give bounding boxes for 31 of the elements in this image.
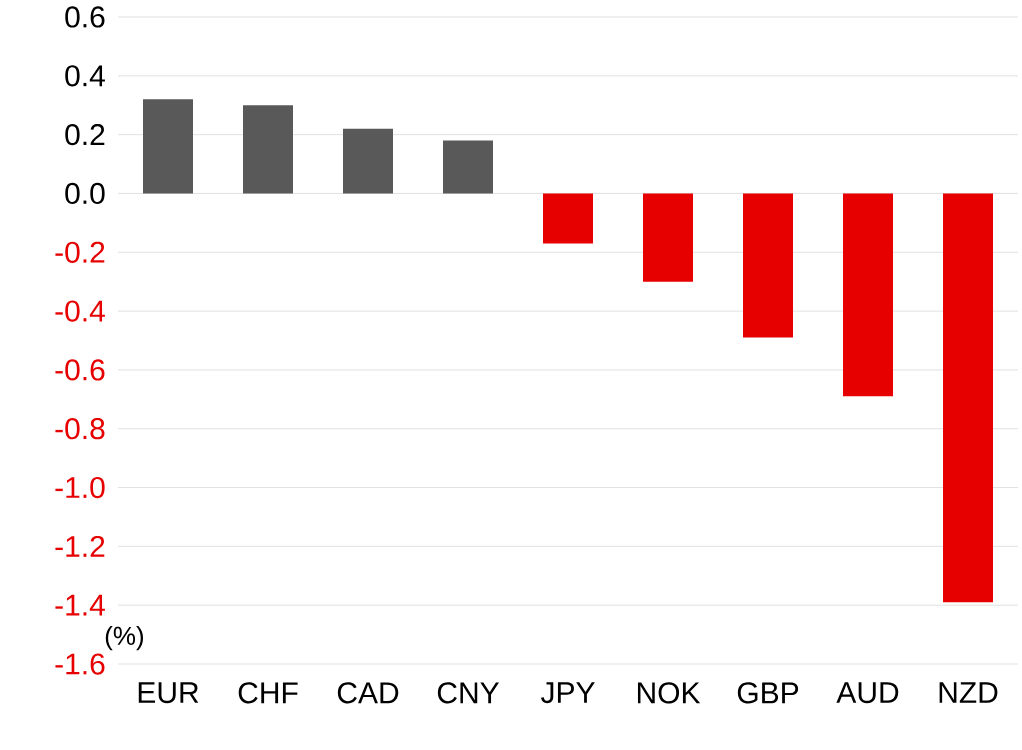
- y-tick-label: 0.4: [65, 65, 105, 87]
- x-tick-label: NZD: [939, 682, 998, 703]
- x-tick-label: AUD: [836, 682, 899, 704]
- x-tick-label: CNY: [437, 682, 500, 704]
- x-tick-label: CHF: [238, 682, 298, 704]
- y-tick-label: -0.2: [55, 241, 105, 263]
- x-tick-label: EUR: [138, 682, 199, 704]
- x-tick-label: GBP: [737, 682, 799, 704]
- y-tick-label: 0.2: [65, 124, 105, 146]
- bar: [343, 128, 393, 194]
- x-tick-label: JPY: [540, 682, 595, 704]
- x-tick-label: NOK: [637, 682, 701, 704]
- bar: [543, 193, 594, 244]
- bar: [743, 193, 794, 338]
- y-tick-label: -1.6: [55, 653, 105, 675]
- y-tick-label: -1.0: [55, 476, 105, 499]
- bar: [943, 193, 994, 603]
- y-tick-label: -0.4: [55, 300, 105, 322]
- y-tick-label: -0.6: [55, 359, 105, 381]
- y-tick-label: -0.8: [55, 418, 105, 440]
- y-axis-title: (%): [105, 626, 144, 651]
- bar: [643, 193, 694, 282]
- y-tick-label: 0.6: [65, 6, 105, 28]
- bar: [143, 99, 193, 194]
- bar: [243, 105, 293, 194]
- y-tick-label: 0.0: [65, 182, 105, 205]
- bar: [843, 193, 894, 397]
- bar: [443, 140, 493, 194]
- x-tick-label: CAD: [337, 682, 399, 704]
- y-tick-label: -1.2: [55, 535, 105, 557]
- y-tick-label: -1.4: [55, 594, 105, 616]
